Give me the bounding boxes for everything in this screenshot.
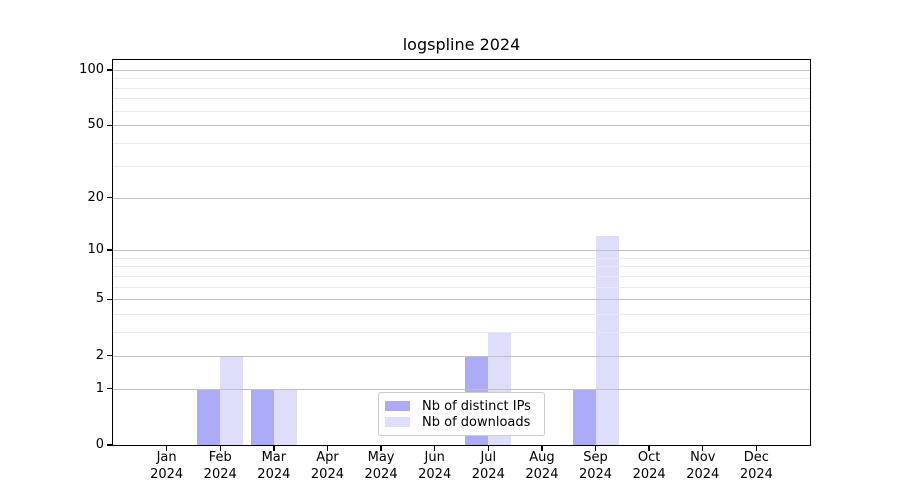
y-tick-label: 1 bbox=[95, 380, 104, 396]
plot-border bbox=[112, 59, 811, 446]
gridline-major bbox=[113, 250, 810, 252]
y-tick-label: 10 bbox=[87, 242, 104, 258]
gridline-major bbox=[113, 299, 810, 301]
x-tick-label: Nov 2024 bbox=[686, 450, 720, 482]
y-axis-tick bbox=[107, 298, 113, 301]
y-tick-label: 50 bbox=[87, 117, 104, 133]
gridline-minor bbox=[113, 314, 810, 316]
chart-title: logspline 2024 bbox=[402, 35, 521, 54]
gridline-major bbox=[113, 388, 810, 390]
x-axis-tick bbox=[273, 445, 275, 451]
y-tick-label: 20 bbox=[87, 189, 104, 205]
x-axis-tick bbox=[433, 445, 436, 451]
y-tick-label: 0 bbox=[95, 437, 104, 452]
x-tick-label: Jun 2024 bbox=[418, 450, 452, 482]
bar-downloads-feb bbox=[220, 355, 244, 445]
gridline-major bbox=[113, 355, 810, 357]
bar-downloads-mar bbox=[273, 388, 297, 445]
gridline-major bbox=[113, 125, 810, 127]
y-axis-tick bbox=[107, 124, 113, 127]
y-axis-tick bbox=[107, 387, 113, 390]
legend-entry-distinct-ips: Nb of distinct IPs bbox=[385, 399, 535, 414]
x-axis-tick bbox=[326, 445, 329, 451]
x-axis-tick bbox=[219, 445, 221, 451]
x-tick-label: Feb 2024 bbox=[203, 450, 237, 482]
x-axis-tick bbox=[594, 445, 597, 451]
legend-entry-downloads: Nb of downloads bbox=[385, 415, 535, 430]
bar-distinct-ips-feb bbox=[197, 388, 221, 445]
x-tick-label: Sep 2024 bbox=[578, 450, 613, 482]
y-tick-label: 2 bbox=[95, 347, 104, 363]
x-tick-label: Oct 2024 bbox=[632, 450, 666, 482]
y-axis-tick bbox=[107, 196, 113, 199]
bar-distinct-ips-sep bbox=[572, 388, 596, 445]
x-tick-label: Aug 2024 bbox=[525, 450, 559, 482]
gridline-minor bbox=[113, 332, 810, 334]
x-axis-tick bbox=[541, 445, 543, 451]
x-axis-tick bbox=[165, 445, 168, 451]
x-axis-tick bbox=[648, 445, 650, 451]
bar-distinct-ips-mar bbox=[250, 388, 274, 445]
y-tick-label: 100 bbox=[79, 61, 104, 77]
x-tick-label: Jul 2024 bbox=[471, 450, 505, 482]
legend-swatch-downloads bbox=[385, 417, 410, 427]
gridline-minor bbox=[113, 165, 810, 167]
x-axis-tick bbox=[702, 445, 704, 451]
x-tick-label: May 2024 bbox=[364, 450, 398, 482]
gridline-minor bbox=[113, 286, 810, 288]
gridline-minor bbox=[113, 275, 810, 277]
gridline-minor bbox=[113, 98, 810, 100]
y-axis-tick bbox=[107, 249, 113, 251]
x-tick-label: Apr 2024 bbox=[310, 450, 344, 482]
gridline-major bbox=[113, 69, 810, 71]
y-axis-tick bbox=[107, 354, 113, 357]
gridline-minor bbox=[113, 87, 810, 89]
gridline-minor bbox=[113, 143, 810, 145]
gridline-minor bbox=[113, 257, 810, 259]
legend: Nb of distinct IPs Nb of downloads bbox=[378, 392, 545, 436]
gridline-minor bbox=[113, 266, 810, 268]
legend-swatch-distinct-ips bbox=[385, 401, 410, 411]
gridline-major bbox=[113, 197, 810, 199]
x-tick-label: Mar 2024 bbox=[257, 450, 291, 482]
y-axis-tick bbox=[107, 69, 113, 71]
x-tick-label: Jan 2024 bbox=[150, 450, 184, 482]
y-tick-label: 5 bbox=[95, 291, 104, 307]
y-axis-tick bbox=[107, 444, 113, 446]
bar-downloads-sep bbox=[595, 236, 619, 445]
x-axis-tick bbox=[487, 445, 489, 451]
x-tick-label: Dec 2024 bbox=[739, 450, 773, 482]
gridline-minor bbox=[113, 110, 810, 112]
grid-layer bbox=[113, 60, 810, 445]
gridline-minor bbox=[113, 78, 810, 80]
legend-label-distinct-ips: Nb of distinct IPs bbox=[422, 398, 531, 414]
legend-label-downloads: Nb of downloads bbox=[422, 414, 531, 430]
x-axis-tick bbox=[380, 445, 382, 451]
x-axis-tick bbox=[755, 445, 758, 451]
